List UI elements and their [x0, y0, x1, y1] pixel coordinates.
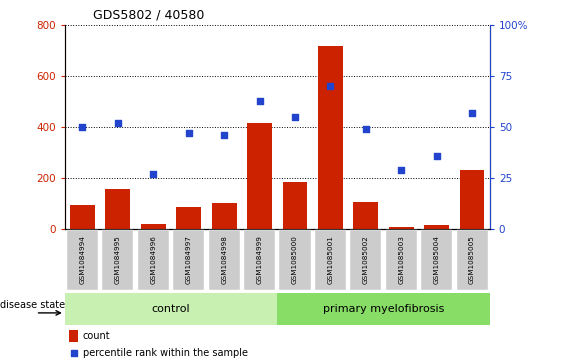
Text: GSM1084998: GSM1084998 [221, 235, 227, 284]
Point [291, 114, 300, 120]
Point [255, 98, 264, 103]
Bar [315, 230, 346, 290]
Text: GSM1084994: GSM1084994 [79, 235, 86, 284]
Point [184, 130, 193, 136]
Point [468, 110, 477, 116]
Bar [278, 293, 490, 325]
Bar [208, 230, 240, 290]
Bar [244, 230, 275, 290]
Text: GSM1085005: GSM1085005 [469, 235, 475, 284]
Text: GSM1084996: GSM1084996 [150, 235, 157, 284]
Point [326, 83, 335, 89]
Point [432, 152, 441, 158]
Bar [247, 123, 272, 229]
Bar [173, 230, 204, 290]
Bar [138, 230, 169, 290]
Text: GSM1085002: GSM1085002 [363, 235, 369, 284]
Bar [354, 202, 378, 229]
Bar [212, 203, 236, 229]
Text: control: control [151, 303, 190, 314]
Bar [421, 230, 452, 290]
Bar [283, 182, 307, 229]
Text: GSM1085000: GSM1085000 [292, 235, 298, 284]
Bar [389, 227, 414, 229]
Text: GSM1085003: GSM1085003 [398, 235, 404, 284]
Point [220, 132, 229, 138]
Point [113, 120, 122, 126]
Bar [105, 189, 130, 229]
Point [78, 124, 87, 130]
Bar [425, 225, 449, 229]
Bar [386, 230, 417, 290]
Text: GSM1084995: GSM1084995 [115, 235, 121, 284]
Bar [176, 207, 201, 229]
Text: percentile rank within the sample: percentile rank within the sample [83, 348, 248, 358]
Bar [102, 230, 133, 290]
Bar [279, 230, 311, 290]
Bar [457, 230, 488, 290]
Text: count: count [83, 331, 110, 341]
Text: primary myelofibrosis: primary myelofibrosis [323, 303, 444, 314]
Bar [67, 230, 98, 290]
Bar [69, 330, 78, 342]
Text: GSM1084997: GSM1084997 [186, 235, 192, 284]
Text: GSM1085004: GSM1085004 [434, 235, 440, 284]
Point [149, 171, 158, 177]
Bar [70, 205, 95, 229]
Text: GSM1085001: GSM1085001 [328, 235, 333, 284]
Bar [460, 170, 485, 229]
Text: GSM1084999: GSM1084999 [257, 235, 262, 284]
Text: disease state: disease state [0, 300, 65, 310]
Bar [350, 230, 381, 290]
Bar [318, 46, 343, 229]
Bar [141, 224, 166, 229]
Point [397, 167, 406, 173]
Point [69, 350, 78, 356]
Bar [65, 293, 278, 325]
Point [361, 126, 370, 132]
Text: GDS5802 / 40580: GDS5802 / 40580 [93, 9, 204, 22]
